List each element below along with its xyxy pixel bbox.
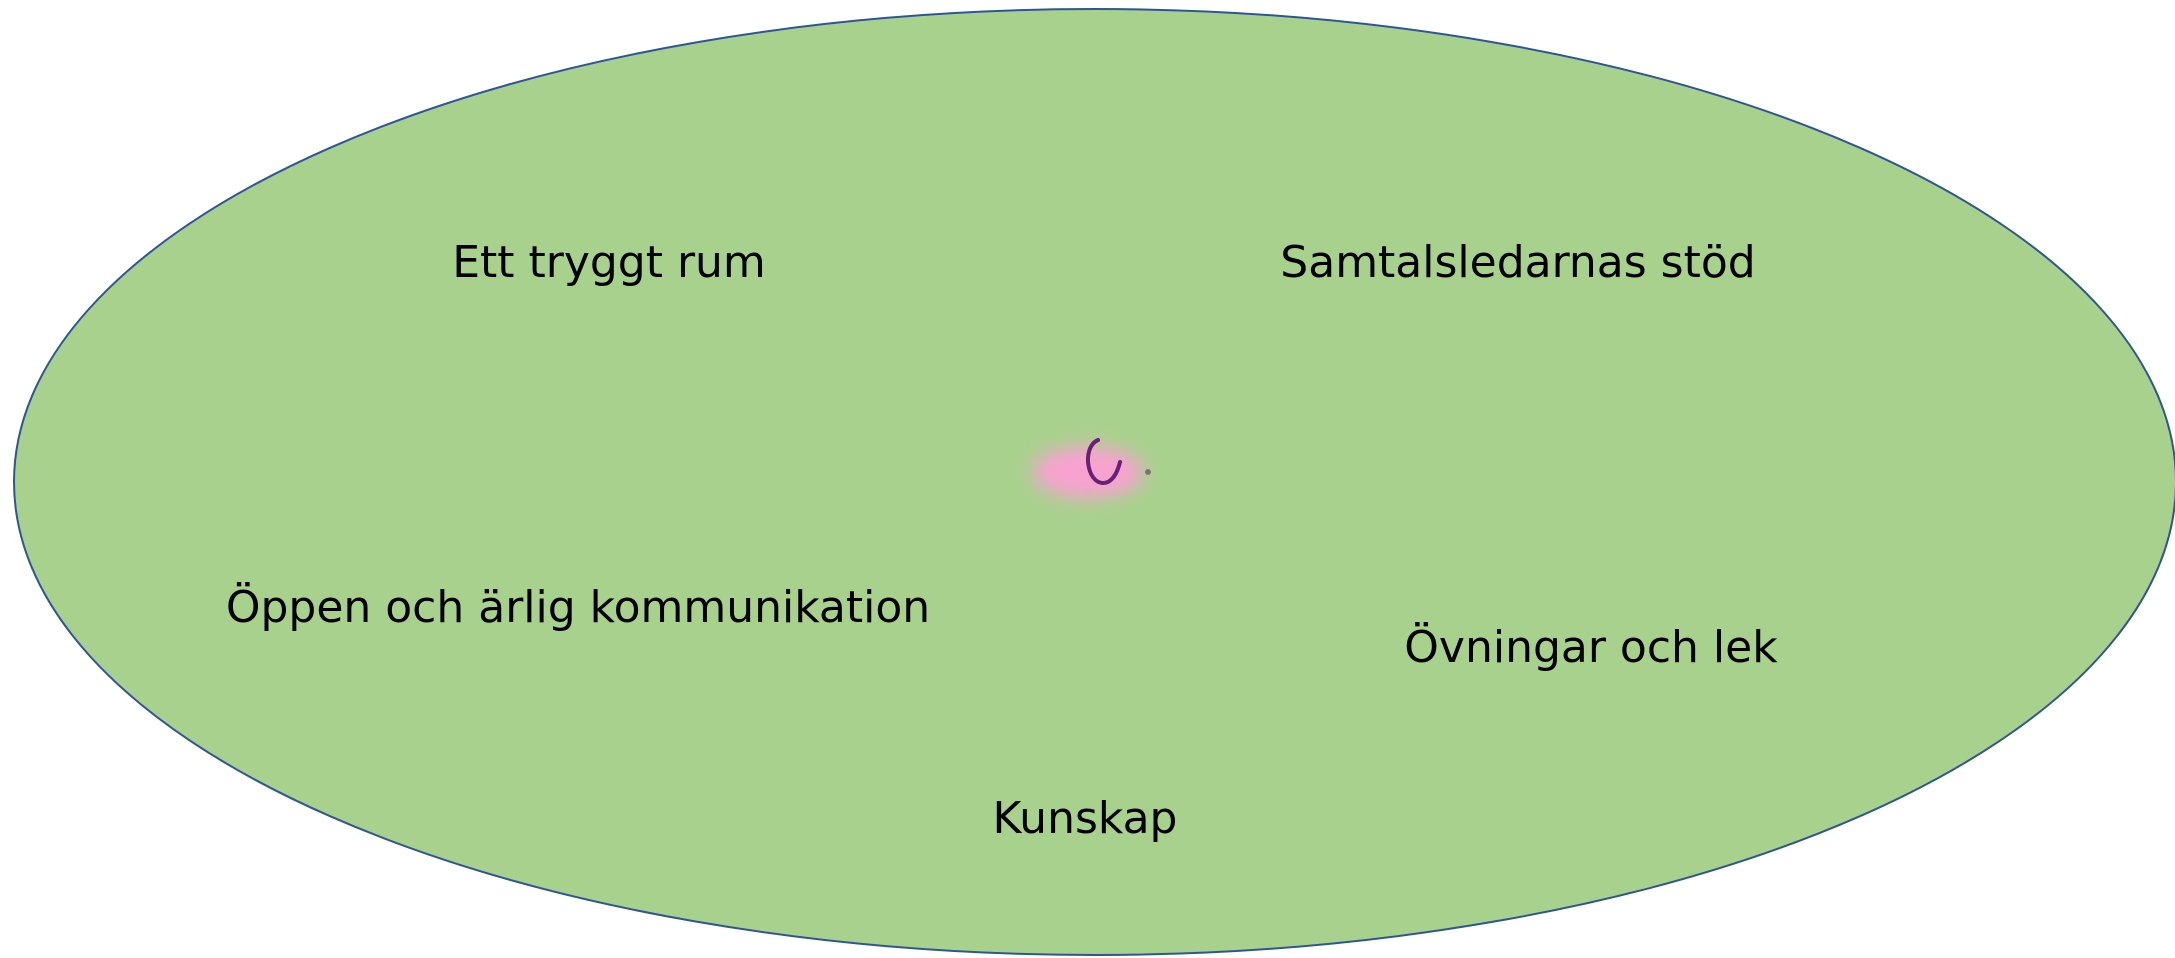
label: Samtalsledarnas stöd	[1280, 237, 1755, 288]
label: Övningar och lek	[1404, 621, 1778, 673]
center-icon	[1033, 438, 1151, 498]
label: Öppen och ärlig kommunikation	[226, 581, 930, 633]
label: Kunskap	[993, 793, 1178, 844]
label: Ett tryggt rum	[452, 237, 766, 288]
